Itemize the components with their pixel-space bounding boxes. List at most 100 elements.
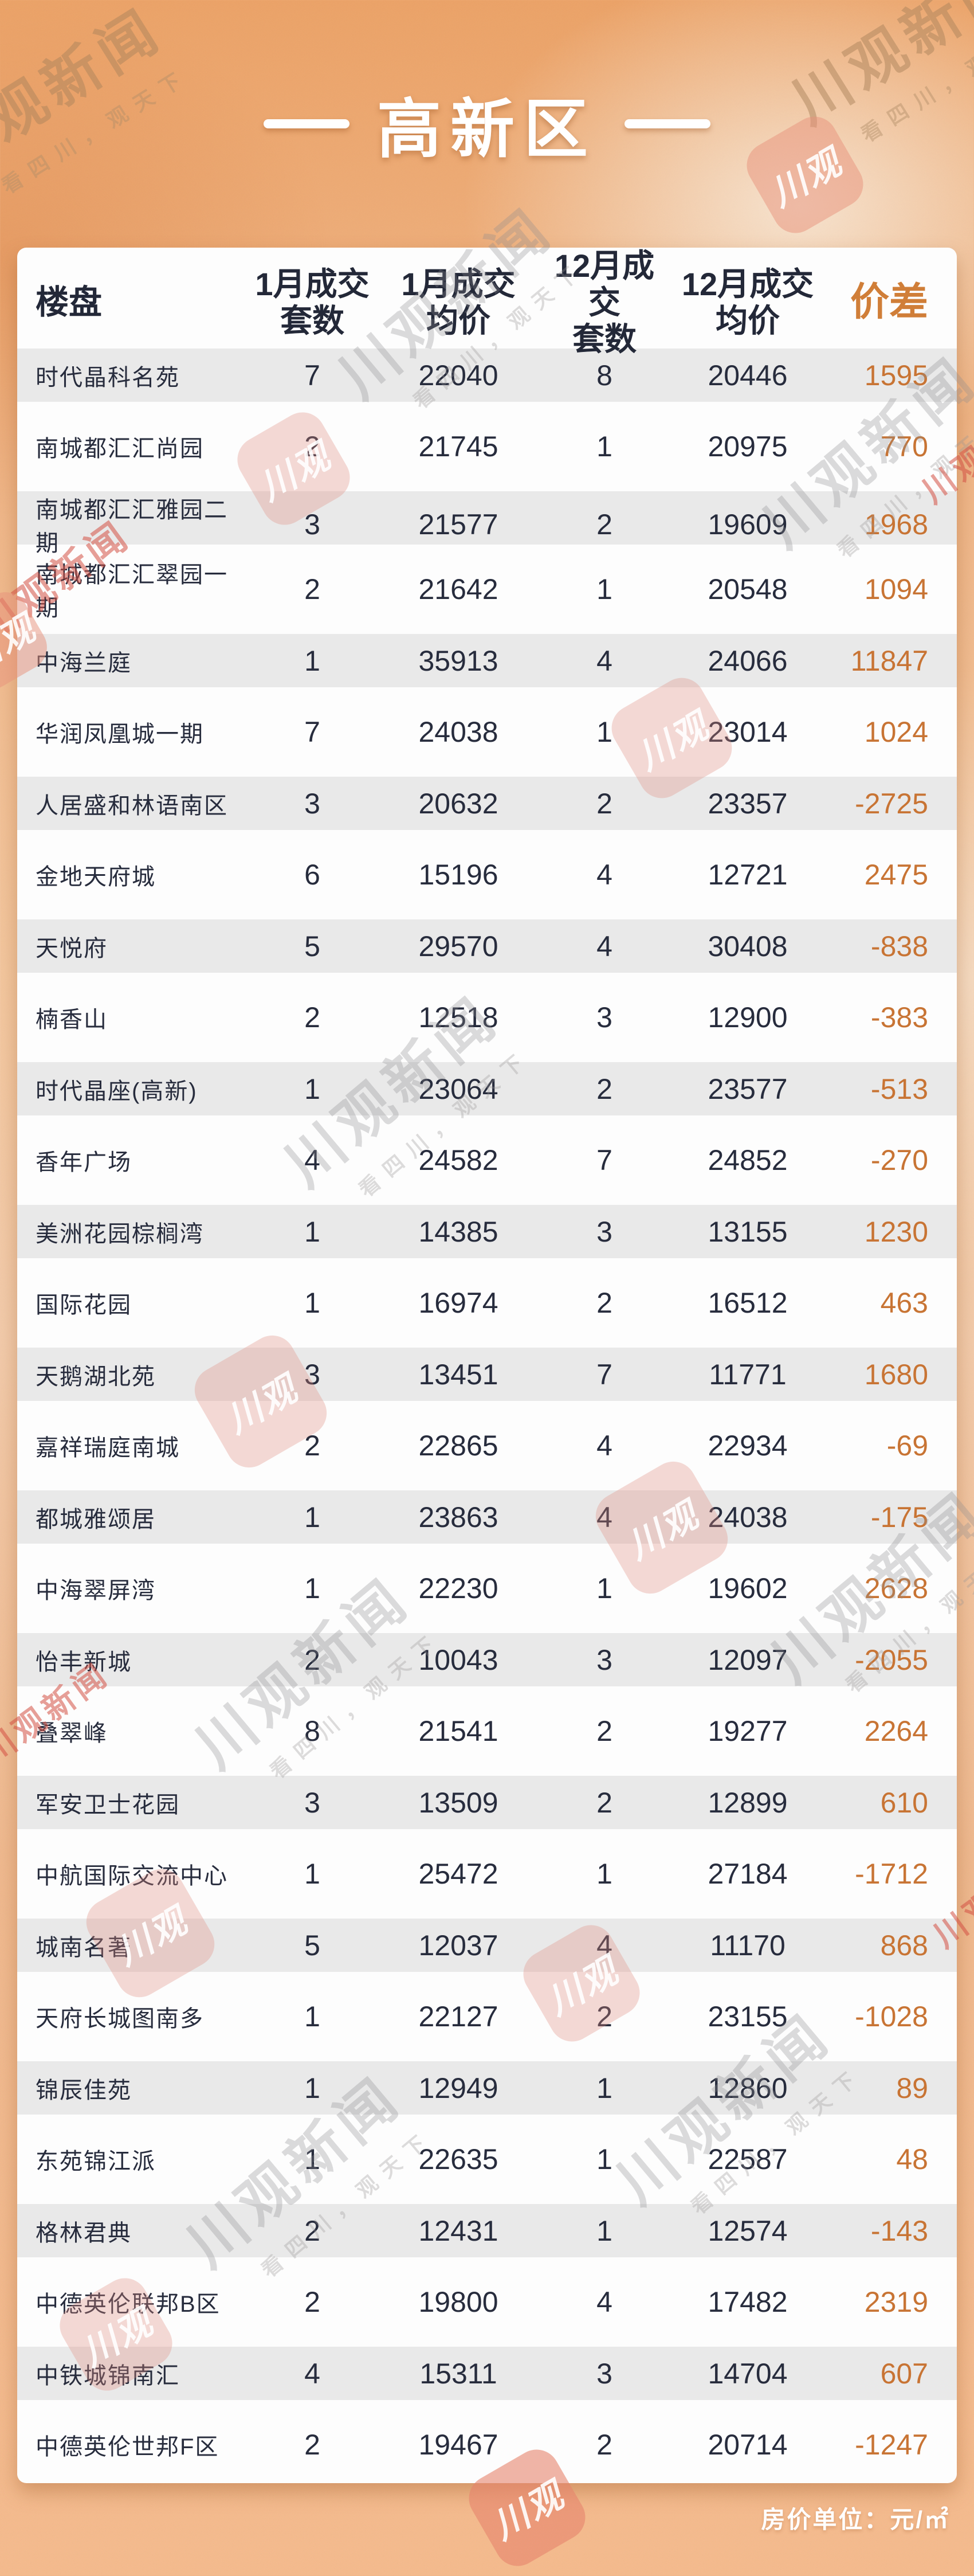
property-name-cell: 中海兰庭 (36, 650, 132, 676)
dec-avg-price-cell: 19609 (708, 508, 788, 541)
dec-count-cell: 1 (596, 2214, 612, 2247)
table-row: 格林君典 2 12431 1 12574 -143 (17, 2204, 957, 2257)
property-name-cell: 中德英伦世邦F区 (36, 2434, 219, 2460)
dec-count-cell: 1 (596, 573, 612, 605)
property-name-cell: 南城都汇汇雅园二期 (36, 498, 228, 556)
dec-avg-price-cell: 11771 (709, 1358, 787, 1391)
price-diff-cell: -143 (870, 2214, 928, 2247)
price-diff-cell: 2319 (864, 2286, 928, 2318)
jan-count-cell: 2 (304, 573, 320, 605)
price-diff-cell: -1028 (855, 2000, 928, 2033)
dec-avg-price-cell: 19602 (708, 1572, 788, 1604)
table-row: 时代晶座(高新) 1 23064 2 23577 -513 (17, 1062, 957, 1115)
property-name-cell: 美洲花园棕榈湾 (36, 1221, 204, 1247)
dec-count-cell: 4 (596, 644, 612, 677)
price-diff-cell: 868 (880, 1929, 928, 1962)
table-row: 国际花园 1 16974 2 16512 463 (17, 1258, 957, 1348)
jan-count-cell: 1 (304, 644, 320, 677)
dec-count-cell: 2 (596, 2000, 612, 2033)
dec-avg-price-cell: 16512 (708, 1287, 788, 1319)
table-row: 中海翠屏湾 1 22230 1 19602 2628 (17, 1544, 957, 1633)
price-diff-cell: -1247 (855, 2429, 928, 2461)
price-diff-cell: -513 (870, 1072, 928, 1105)
table-row: 南城都汇汇雅园二期 3 21577 2 19609 1968 (17, 491, 957, 556)
property-name-cell: 都城雅颂居 (36, 1506, 156, 1532)
price-diff-cell: 1094 (864, 573, 928, 605)
header-dec-count: 12月成交 套数 (554, 248, 655, 357)
dec-count-cell: 2 (596, 1786, 612, 1819)
property-name-cell: 怡丰新城 (36, 1649, 132, 1675)
property-name-cell: 时代晶科名苑 (36, 365, 180, 390)
jan-avg-price-cell: 24038 (418, 716, 498, 748)
dec-count-cell: 1 (596, 430, 612, 463)
jan-avg-price-cell: 21745 (418, 430, 498, 463)
jan-avg-price-cell: 29570 (418, 930, 498, 962)
price-diff-cell: 1595 (864, 359, 928, 392)
dec-count-cell: 3 (596, 1215, 612, 1248)
property-name-cell: 城南名著 (36, 1935, 132, 1960)
header-dec-avg-price: 12月成交 均价 (681, 265, 814, 339)
property-name-cell: 中航国际交流中心 (36, 1864, 228, 1889)
dec-avg-price-cell: 12860 (708, 2072, 788, 2104)
dec-avg-price-cell: 23577 (708, 1072, 788, 1105)
dec-count-cell: 1 (596, 1858, 612, 1890)
jan-avg-price-cell: 21577 (418, 508, 498, 541)
property-name-cell: 楠香山 (36, 1007, 108, 1032)
table-row: 人居盛和林语南区 3 20632 2 23357 -2725 (17, 777, 957, 830)
jan-count-cell: 3 (304, 508, 320, 541)
jan-avg-price-cell: 35913 (418, 644, 498, 677)
table-row: 天悦府 5 29570 4 30408 -838 (17, 919, 957, 973)
property-name-cell: 叠翠峰 (36, 1721, 108, 1746)
jan-count-cell: 1 (304, 1072, 320, 1105)
jan-count-cell: 1 (304, 2143, 320, 2175)
property-name-cell: 华润凤凰城一期 (36, 722, 204, 747)
property-name-cell: 南城都汇汇翠园一期 (36, 562, 228, 621)
dec-count-cell: 3 (596, 1643, 612, 1676)
dec-avg-price-cell: 20446 (708, 359, 788, 392)
dec-avg-price-cell: 23155 (708, 2000, 788, 2033)
table-row: 天鹅湖北苑 3 13451 7 11771 1680 (17, 1348, 957, 1401)
price-diff-cell: 1024 (864, 716, 928, 748)
table-row: 华润凤凰城一期 7 24038 1 23014 1024 (17, 687, 957, 777)
jan-count-cell: 2 (304, 1643, 320, 1676)
price-diff-cell: -1712 (855, 1858, 928, 1890)
jan-count-cell: 8 (304, 1715, 320, 1747)
property-name-cell: 锦辰佳苑 (36, 2077, 132, 2103)
header-jan-count: 1月成交 套数 (255, 265, 370, 339)
dec-avg-price-cell: 22587 (708, 2143, 788, 2175)
table-row: 军安卫士花园 3 13509 2 12899 610 (17, 1776, 957, 1829)
jan-count-cell: 7 (304, 359, 320, 392)
property-name-cell: 天鹅湖北苑 (36, 1364, 156, 1389)
jan-count-cell: 7 (304, 716, 320, 748)
dec-avg-price-cell: 24852 (708, 1144, 788, 1176)
table-row: 嘉祥瑞庭南城 2 22865 4 22934 -69 (17, 1401, 957, 1490)
price-diff-cell: -2725 (855, 787, 928, 820)
property-name-cell: 中铁城锦南汇 (36, 2363, 180, 2389)
dec-count-cell: 4 (596, 1501, 612, 1533)
dec-avg-price-cell: 23014 (708, 716, 788, 748)
jan-avg-price-cell: 22127 (418, 2000, 498, 2033)
dec-avg-price-cell: 12574 (708, 2214, 788, 2247)
price-diff-cell: 1230 (864, 1215, 928, 1248)
jan-count-cell: 2 (304, 2429, 320, 2461)
dec-count-cell: 3 (596, 2357, 612, 2390)
jan-avg-price-cell: 20632 (418, 787, 498, 820)
dec-avg-price-cell: 22934 (708, 1430, 788, 1462)
jan-avg-price-cell: 23064 (418, 1072, 498, 1105)
property-name-cell: 格林君典 (36, 2220, 132, 2246)
table-row: 中德英伦联邦B区 2 19800 4 17482 2319 (17, 2257, 957, 2347)
jan-avg-price-cell: 24582 (418, 1144, 498, 1176)
price-diff-cell: -383 (870, 1001, 928, 1033)
dec-count-cell: 4 (596, 930, 612, 962)
table-row: 南城都汇汇尚园 2 21745 1 20975 770 (17, 402, 957, 491)
unit-note: 房价单位：元/㎡ (761, 2506, 950, 2533)
table-row: 香年广场 4 24582 7 24852 -270 (17, 1115, 957, 1205)
jan-avg-price-cell: 21642 (418, 573, 498, 605)
dec-count-cell: 4 (596, 1929, 612, 1962)
dec-count-cell: 8 (596, 359, 612, 392)
title-right-dash (625, 119, 710, 128)
table-row: 东苑锦江派 1 22635 1 22587 48 (17, 2115, 957, 2204)
jan-avg-price-cell: 19467 (418, 2429, 498, 2461)
dec-avg-price-cell: 24038 (708, 1501, 788, 1533)
property-name-cell: 天悦府 (36, 935, 108, 961)
